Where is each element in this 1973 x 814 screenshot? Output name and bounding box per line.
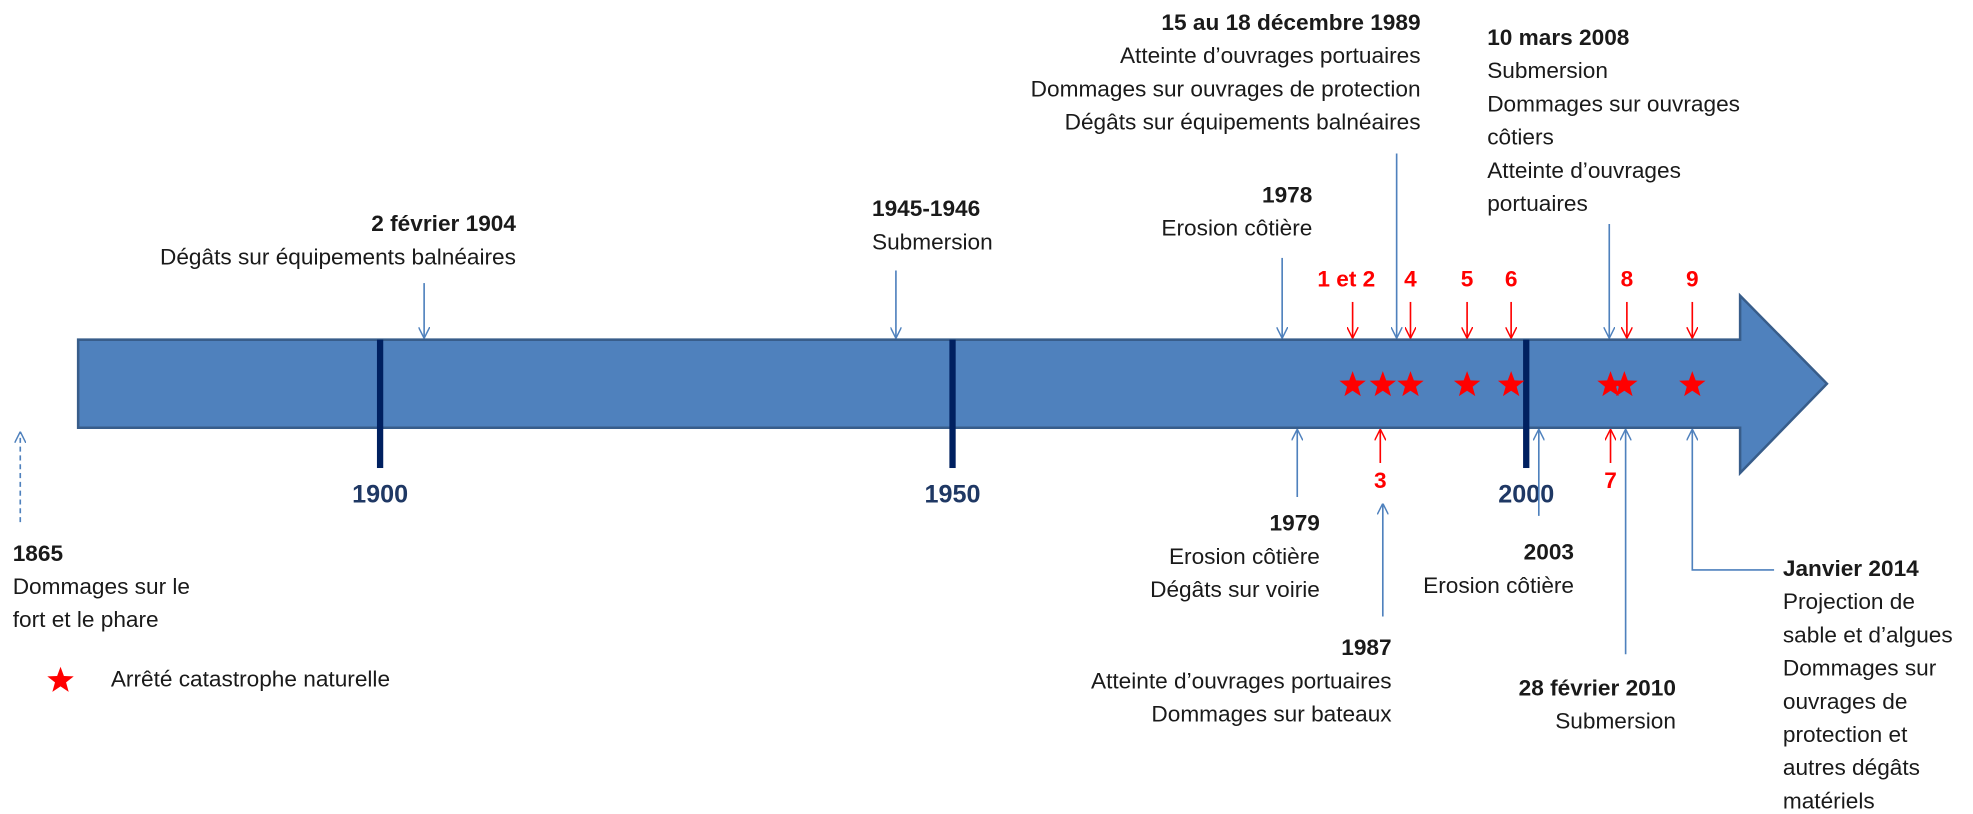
event-date: 2 février 1904 [371,211,516,236]
marker-label: 5 [1461,267,1474,292]
star [1611,371,1638,397]
event-text: fort et le phare [13,607,159,632]
star [1339,371,1366,397]
event-text: matériels [1783,788,1875,813]
event-text: Atteinte d’ouvrages portuaires [1120,43,1421,68]
event-text: Atteinte d’ouvrages [1487,158,1681,183]
legend-label: Arrêté catastrophe naturelle [111,667,390,692]
star [1597,371,1624,397]
marker-label: 1 et 2 [1317,267,1375,292]
event-text: sable et d’algues [1783,622,1953,647]
year-tick [1523,339,1530,469]
marker-label: 8 [1621,267,1634,292]
event-text: Dommages sur le [13,574,190,599]
event-text: Erosion côtière [1161,215,1312,240]
star [1369,371,1397,397]
event-text: ouvrages de [1783,689,1908,714]
event-text: Submersion [1487,58,1608,83]
event-text: Submersion [872,229,993,254]
marker-label: 4 [1404,267,1417,292]
event-date: 1945-1946 [872,196,980,221]
event-text: Atteinte d’ouvrages portuaires [1091,668,1392,693]
event-text: Erosion côtière [1423,573,1574,598]
event-text: Dommages sur ouvrages de protection [1031,76,1421,101]
event-text: Dégâts sur équipements balnéaires [1065,110,1421,135]
marker-label: 7 [1604,468,1617,493]
marker-label: 6 [1505,267,1518,292]
star [1497,371,1525,397]
event-text: Dégâts sur voirie [1150,577,1320,602]
event-date: Janvier 2014 [1783,556,1919,581]
marker-label: 3 [1374,468,1387,493]
event-text: Dommages sur [1783,656,1937,681]
event-text: protection et [1783,722,1908,747]
event-text: Erosion côtière [1169,544,1320,569]
event-text: portuaires [1487,191,1588,216]
marker-label: 9 [1686,267,1699,292]
star [1679,371,1706,397]
event-date: 1865 [13,541,63,566]
event-connector [1692,430,1775,571]
event-text: Dégâts sur équipements balnéaires [160,244,516,269]
event-text: Projection de [1783,589,1915,614]
event-date: 1978 [1262,182,1312,207]
star [1397,371,1424,397]
event-text: autres dégâts [1783,755,1920,780]
year-label: 2000 [1498,480,1554,508]
event-date: 15 au 18 décembre 1989 [1161,10,1420,35]
event-date: 10 mars 2008 [1487,25,1629,50]
year-label: 1900 [352,480,408,508]
event-text: côtiers [1487,125,1554,150]
event-text: Dommages sur ouvrages [1487,91,1740,116]
year-tick [949,339,956,469]
year-label: 1950 [925,480,981,508]
event-date: 2003 [1524,540,1574,565]
star [1453,371,1481,397]
event-date: 1987 [1341,635,1391,660]
event-text: Dommages sur bateaux [1151,702,1392,727]
event-date: 1979 [1270,511,1320,536]
year-tick [376,339,384,469]
event-date: 28 février 2010 [1519,675,1676,700]
legend-star [47,666,74,692]
event-text: Submersion [1555,709,1676,734]
